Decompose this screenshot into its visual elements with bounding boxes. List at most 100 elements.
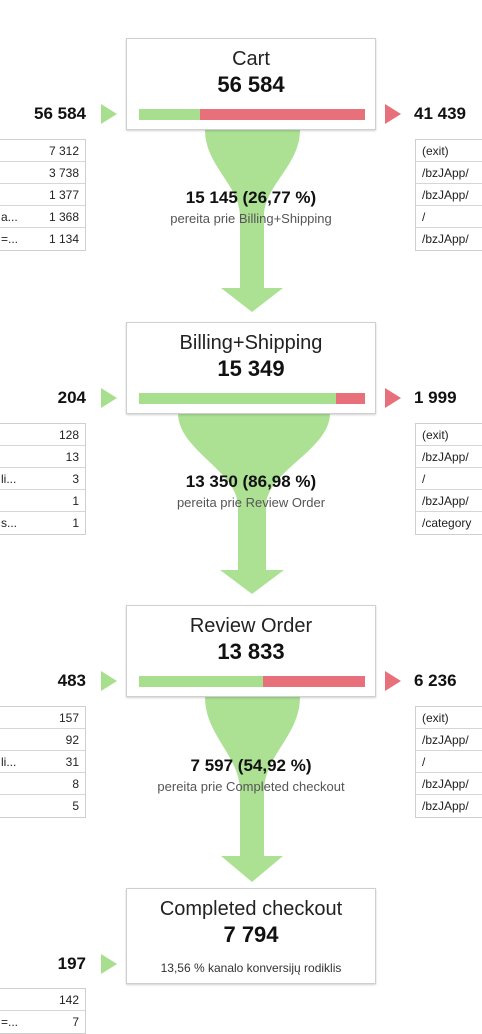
table-row[interactable]: 1 377: [0, 184, 85, 206]
exit-count: 41 439: [414, 104, 466, 123]
table-row[interactable]: =... 1 134: [0, 228, 85, 250]
table-row[interactable]: 5: [0, 795, 85, 817]
table-row[interactable]: s... 1: [0, 512, 85, 534]
row-label: s...: [1, 516, 18, 530]
entrance-count: 197: [57, 954, 86, 973]
table-row[interactable]: 3 738: [0, 162, 85, 184]
table-row[interactable]: /bzJApp/: [416, 729, 482, 751]
entrance-sources-table: 7 312 3 738 1 377 a... 1 368 =... 1 134: [0, 139, 86, 251]
table-row[interactable]: (exit): [416, 140, 482, 162]
entrance-sources-table: 128 13 li... 3 1 s... 1: [0, 423, 86, 535]
entry-arrow-3: [101, 671, 117, 691]
row-value: 3 738: [48, 166, 79, 180]
stage-title: Cart: [232, 48, 270, 70]
stage-title: Billing+Shipping: [179, 332, 323, 354]
table-row[interactable]: (exit): [416, 424, 482, 446]
funnel-shape-2: [178, 413, 330, 594]
exit-count: 6 236: [414, 671, 457, 690]
proceed-bar: [139, 393, 365, 404]
row-label: li...: [1, 472, 17, 486]
row-value: 7 312: [48, 144, 79, 158]
table-row[interactable]: 142: [0, 989, 85, 1011]
table-row[interactable]: li... 3: [0, 468, 85, 490]
row-path: /bzJApp/: [422, 494, 469, 508]
table-row[interactable]: 8: [0, 773, 85, 795]
funnel-shape-3: [205, 697, 300, 882]
table-row[interactable]: /: [416, 468, 482, 490]
row-label: =...: [1, 1015, 19, 1029]
row-value: 7: [72, 1015, 79, 1029]
funnel-conversion-rate: 13,56 % kanalo konversijų rodiklis: [160, 961, 342, 975]
stage-box-review-order[interactable]: Review Order 13 833: [126, 605, 376, 697]
table-row[interactable]: a... 1 368: [0, 206, 85, 228]
row-path: /bzJApp/: [422, 232, 469, 246]
row-value: 5: [72, 799, 79, 813]
row-path: /category: [422, 516, 472, 530]
table-row[interactable]: 157: [0, 707, 85, 729]
funnel-shape-1: [205, 130, 300, 312]
conversion-count: 7 597 (54,92 %): [190, 756, 312, 775]
row-value: 1 134: [48, 232, 79, 246]
exit-arrow-1: [385, 104, 401, 124]
row-label: =...: [1, 232, 19, 246]
row-path: /: [422, 755, 426, 769]
row-path: /bzJApp/: [422, 166, 469, 180]
table-row[interactable]: li... 31: [0, 751, 85, 773]
table-row[interactable]: /bzJApp/: [416, 162, 482, 184]
conversion-label: pereita prie Billing+Shipping: [170, 211, 332, 226]
stage-title: Completed checkout: [159, 898, 343, 920]
exit-count: 1 999: [414, 388, 457, 407]
entry-arrow-1: [101, 104, 117, 124]
row-path: /bzJApp/: [422, 188, 469, 202]
proceed-bar-fill: [139, 393, 336, 404]
entrance-count: 483: [57, 671, 86, 690]
row-value: 92: [65, 733, 79, 747]
row-path: (exit): [422, 428, 449, 442]
stage-box-cart[interactable]: Cart 56 584: [126, 38, 376, 130]
row-path: /: [422, 472, 426, 486]
row-label: li...: [1, 755, 17, 769]
table-row[interactable]: /: [416, 206, 482, 228]
table-row[interactable]: /bzJApp/: [416, 446, 482, 468]
entrance-count: 56 584: [34, 104, 86, 123]
exit-arrow-3: [385, 671, 401, 691]
exit-arrow-2: [385, 388, 401, 408]
row-value: 3: [72, 472, 79, 486]
table-row[interactable]: 7 312: [0, 140, 85, 162]
row-value: 142: [58, 993, 79, 1007]
table-row[interactable]: /bzJApp/: [416, 795, 482, 817]
conversion-label: pereita prie Review Order: [176, 495, 326, 510]
table-row[interactable]: /bzJApp/: [416, 490, 482, 512]
table-row[interactable]: =... 7: [0, 1011, 85, 1033]
stage-title: Review Order: [189, 615, 313, 637]
table-row[interactable]: /category: [416, 512, 482, 534]
stage-count: 56 584: [217, 72, 285, 97]
row-path: /bzJApp/: [422, 450, 469, 464]
conversion-count: 15 145 (26,77 %): [185, 188, 317, 207]
stage-count: 15 349: [217, 356, 285, 381]
table-row[interactable]: /bzJApp/: [416, 228, 482, 250]
table-row[interactable]: 92: [0, 729, 85, 751]
row-value: 13: [65, 450, 79, 464]
stage-count: 13 833: [217, 639, 285, 664]
stage-box-completed-checkout[interactable]: Completed checkout 7 794 13,56 % kanalo …: [126, 888, 376, 984]
row-path: /: [422, 210, 426, 224]
table-row[interactable]: /bzJApp/: [416, 184, 482, 206]
table-row[interactable]: /bzJApp/: [416, 773, 482, 795]
table-row[interactable]: 1: [0, 490, 85, 512]
exit-destinations-table: (exit) /bzJApp/ / /bzJApp/ /category: [415, 423, 482, 535]
table-row[interactable]: 128: [0, 424, 85, 446]
row-value: 8: [72, 777, 79, 791]
table-row[interactable]: 13: [0, 446, 85, 468]
row-path: /bzJApp/: [422, 777, 469, 791]
exit-destinations-table: (exit) /bzJApp/ /bzJApp/ / /bzJApp/: [415, 139, 482, 251]
table-row[interactable]: (exit): [416, 707, 482, 729]
stage-box-billing-shipping[interactable]: Billing+Shipping 15 349: [126, 322, 376, 414]
entrance-sources-table: 157 92 li... 31 8 5: [0, 706, 86, 818]
row-path: (exit): [422, 711, 449, 725]
table-row[interactable]: /: [416, 751, 482, 773]
row-path: /bzJApp/: [422, 733, 469, 747]
row-value: 1: [72, 494, 79, 508]
row-value: 128: [58, 428, 79, 442]
